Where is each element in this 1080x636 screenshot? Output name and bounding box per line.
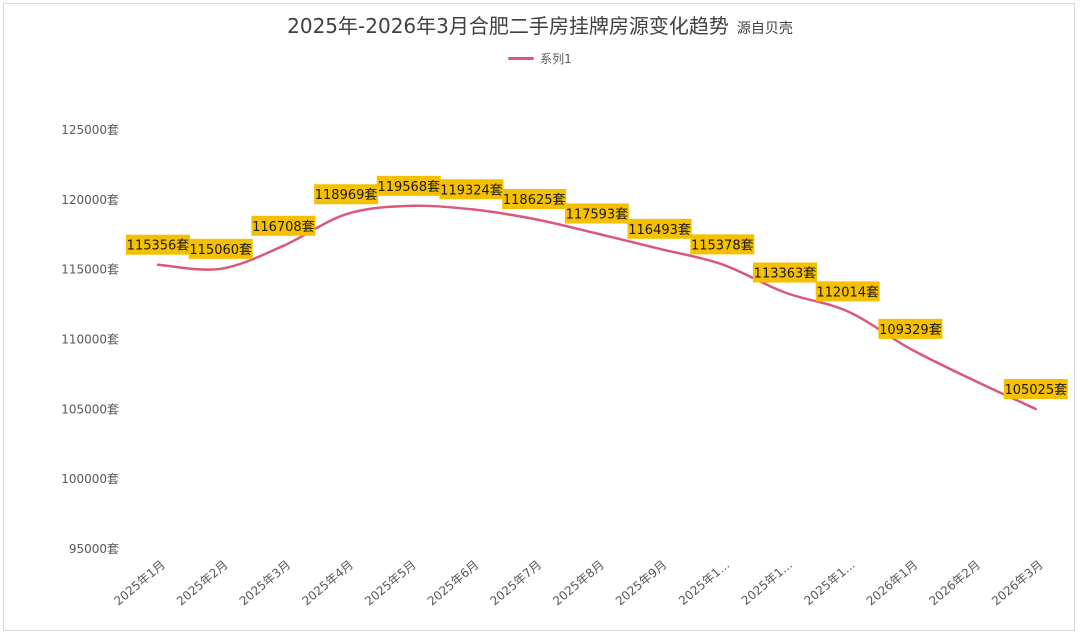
data-label: 112014套 xyxy=(815,281,880,302)
data-label-text: 112014套 xyxy=(816,284,879,300)
data-label-text: 115060套 xyxy=(189,242,252,258)
data-label-bg xyxy=(502,189,567,210)
y-tick-label: 120000套 xyxy=(61,193,119,207)
data-label: 116708套 xyxy=(251,215,316,236)
data-label-bg xyxy=(439,179,504,200)
data-label-text: 119324套 xyxy=(440,182,503,198)
data-label-bg xyxy=(126,234,190,255)
data-label-text: 116493套 xyxy=(628,222,691,238)
y-tick-label: 115000套 xyxy=(61,263,119,277)
data-label-bg xyxy=(627,218,692,239)
x-tick-label: 2025年7月 xyxy=(487,558,544,609)
data-label-text: 115378套 xyxy=(691,237,754,253)
data-label-text: 116708套 xyxy=(252,219,315,235)
y-tick-label: 100000套 xyxy=(61,472,119,486)
x-tick-label: 2025年1... xyxy=(801,558,857,608)
x-tick-label: 2026年3月 xyxy=(989,558,1046,609)
data-label-bg xyxy=(188,238,253,259)
data-label-text: 105025套 xyxy=(1004,382,1067,398)
data-label: 119324套 xyxy=(439,179,504,200)
chart-legend[interactable]: 系列1 xyxy=(0,50,1080,67)
legend-swatch xyxy=(508,57,535,60)
x-tick-label: 2025年9月 xyxy=(613,558,670,609)
data-label: 118625套 xyxy=(502,189,567,210)
data-label-text: 117593套 xyxy=(566,206,629,222)
data-label: 118969套 xyxy=(314,184,379,205)
data-label-bg xyxy=(690,234,755,255)
legend-label: 系列1 xyxy=(540,52,572,66)
y-tick-label: 95000套 xyxy=(69,542,119,556)
data-label-bg xyxy=(314,184,379,205)
data-label-bg xyxy=(564,203,629,224)
x-tick-label: 2025年4月 xyxy=(299,558,356,609)
data-label-bg xyxy=(251,215,316,236)
data-label: 116493套 xyxy=(627,218,692,239)
data-label-text: 118625套 xyxy=(503,192,566,208)
x-tick-label: 2025年6月 xyxy=(425,558,482,609)
data-label-bg xyxy=(815,281,880,302)
x-tick-label: 2025年1月 xyxy=(111,558,168,609)
data-label-text: 118969套 xyxy=(315,187,378,203)
y-tick-label: 110000套 xyxy=(61,333,119,347)
y-tick-label: 125000套 xyxy=(61,123,119,137)
data-label-text: 119568套 xyxy=(377,179,440,195)
x-tick-label: 2025年1... xyxy=(676,558,732,608)
chart-title-row: 2025年-2026年3月合肥二手房挂牌房源变化趋势 源自贝壳 xyxy=(0,10,1080,39)
data-label-text: 113363套 xyxy=(754,266,817,282)
data-label: 115378套 xyxy=(690,234,755,255)
x-tick-label: 2025年5月 xyxy=(362,558,419,609)
data-label: 113363套 xyxy=(753,262,817,283)
data-label: 119568套 xyxy=(376,175,441,196)
data-label-text: 109329套 xyxy=(879,322,942,338)
data-label: 115356套 xyxy=(126,234,190,255)
data-label: 105025套 xyxy=(1003,378,1068,399)
x-tick-label: 2025年3月 xyxy=(237,558,294,609)
series-line xyxy=(156,204,1038,411)
x-tick-label: 2025年1... xyxy=(739,558,795,608)
x-tick-label: 2026年2月 xyxy=(926,558,983,609)
x-tick-label: 2025年2月 xyxy=(174,558,231,609)
data-label: 115060套 xyxy=(188,238,253,259)
x-tick-label: 2026年1月 xyxy=(864,558,921,609)
chart-subtitle: 源自贝壳 xyxy=(736,21,793,37)
chart-frame xyxy=(3,3,1075,631)
data-label-bg xyxy=(753,262,817,283)
data-label-text: 115356套 xyxy=(127,238,190,254)
data-label-bg xyxy=(878,318,943,339)
data-label: 109329套 xyxy=(878,318,943,339)
data-label: 117593套 xyxy=(564,203,629,224)
y-tick-label: 105000套 xyxy=(61,402,119,416)
data-label-bg xyxy=(1003,378,1068,399)
chart-title: 2025年-2026年3月合肥二手房挂牌房源变化趋势 xyxy=(287,14,729,38)
x-tick-label: 2025年8月 xyxy=(550,558,607,609)
data-label-bg xyxy=(376,175,441,196)
